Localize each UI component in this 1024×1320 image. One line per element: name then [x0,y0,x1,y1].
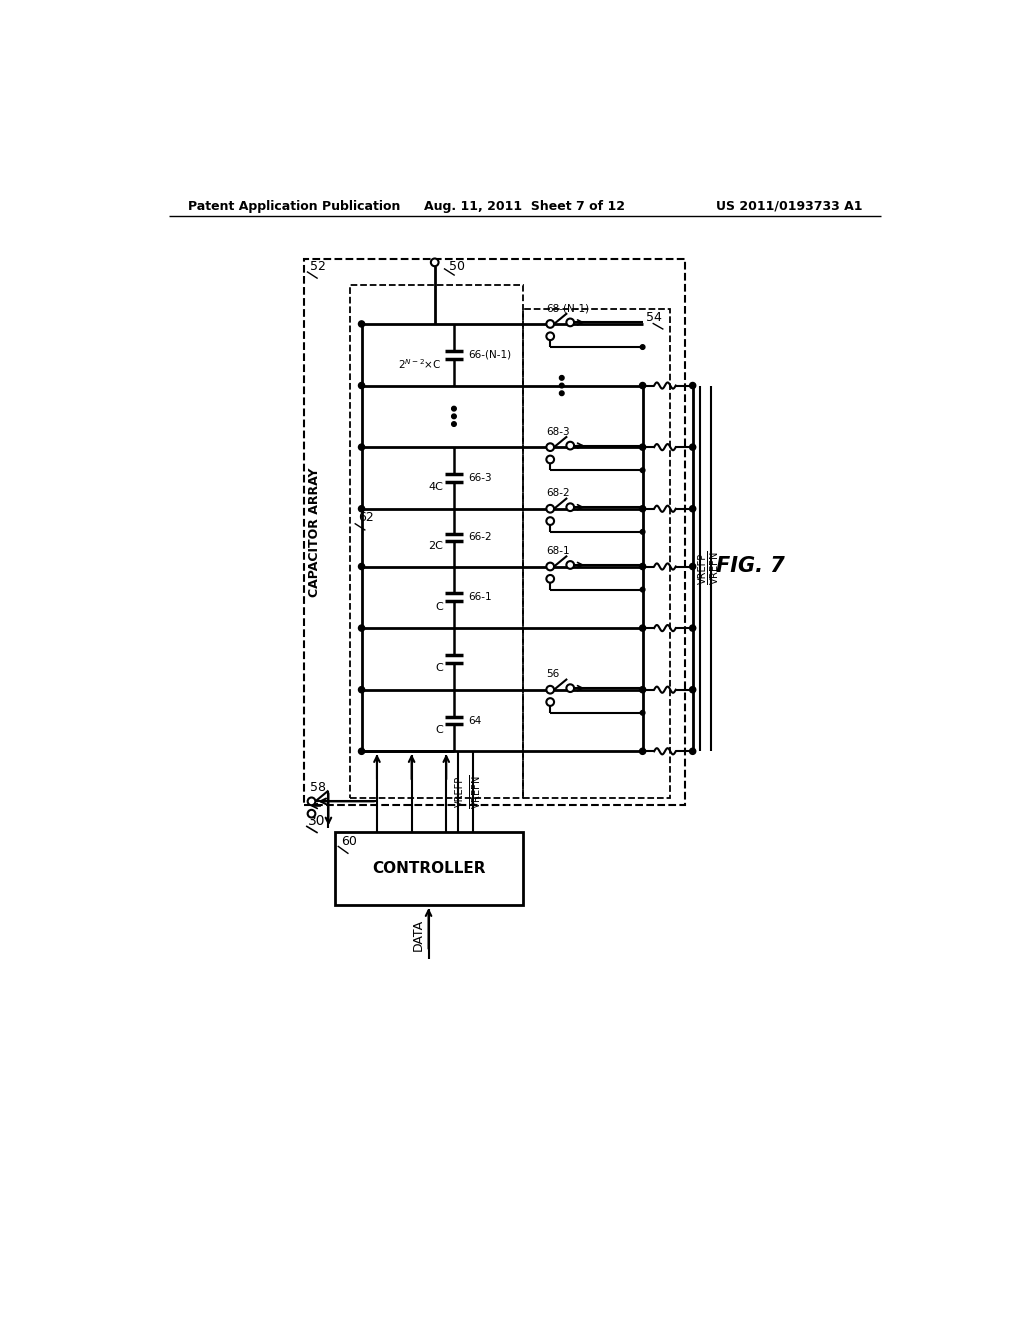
Circle shape [307,797,315,805]
Circle shape [689,506,695,512]
Circle shape [431,259,438,267]
Text: DATA: DATA [412,919,424,950]
Circle shape [689,383,695,388]
Circle shape [566,442,574,450]
Circle shape [358,686,365,693]
Circle shape [640,748,646,755]
Text: 56: 56 [547,669,559,680]
Circle shape [559,376,564,380]
Text: 66-2: 66-2 [468,532,492,543]
Text: CONTROLLER: CONTROLLER [372,861,485,876]
Circle shape [358,564,365,570]
Circle shape [640,626,646,631]
Text: CAPACITOR ARRAY: CAPACITOR ARRAY [308,467,322,597]
Circle shape [640,469,645,473]
Circle shape [547,698,554,706]
Circle shape [452,414,457,418]
Bar [350,285,523,797]
Circle shape [566,684,574,692]
Bar [335,832,523,906]
Circle shape [547,686,554,693]
Bar [523,309,670,797]
Circle shape [358,748,365,755]
Circle shape [358,321,365,327]
Circle shape [452,407,457,411]
Text: 68-3: 68-3 [547,426,570,437]
Text: C: C [435,663,443,673]
Text: 2C: 2C [428,541,443,552]
Circle shape [358,383,365,388]
Circle shape [640,587,645,591]
Circle shape [559,391,564,396]
Text: 68-1: 68-1 [547,546,570,556]
Text: $2^{N-2}$×C: $2^{N-2}$×C [398,358,441,371]
Circle shape [640,444,646,450]
Circle shape [566,503,574,511]
Circle shape [689,444,695,450]
Circle shape [547,455,554,463]
Text: 54: 54 [646,312,662,325]
Text: 64: 64 [468,715,481,726]
Text: 68-(N-1): 68-(N-1) [547,304,590,314]
Text: 4C: 4C [428,482,443,492]
Circle shape [689,626,695,631]
Bar [304,259,685,805]
Text: 60: 60 [341,834,356,847]
Text: 30: 30 [307,813,326,828]
Circle shape [689,686,695,693]
Text: C: C [435,602,443,611]
Text: 58: 58 [310,781,326,795]
Text: Aug. 11, 2011  Sheet 7 of 12: Aug. 11, 2011 Sheet 7 of 12 [424,199,626,213]
Circle shape [640,564,646,570]
Text: 66-(N-1): 66-(N-1) [468,350,511,360]
Text: $\overline{\mathrm{VREFN}}$: $\overline{\mathrm{VREFN}}$ [706,550,721,585]
Text: US 2011/0193733 A1: US 2011/0193733 A1 [716,199,862,213]
Circle shape [547,321,554,327]
Circle shape [547,517,554,525]
Text: VREFP: VREFP [697,552,708,583]
Circle shape [640,383,646,388]
Text: FIG. 7: FIG. 7 [716,557,784,577]
Circle shape [547,576,554,582]
Circle shape [640,686,646,693]
Text: 66-1: 66-1 [468,593,492,602]
Text: Patent Application Publication: Patent Application Publication [188,199,400,213]
Circle shape [640,529,645,535]
Circle shape [547,504,554,512]
Circle shape [307,810,315,817]
Circle shape [566,561,574,569]
Text: $\overline{\mathrm{VREFN}}$: $\overline{\mathrm{VREFN}}$ [468,774,483,809]
Circle shape [452,422,457,426]
Circle shape [547,444,554,451]
Circle shape [640,506,646,512]
Circle shape [689,748,695,755]
Circle shape [640,710,645,715]
Circle shape [358,506,365,512]
Circle shape [358,626,365,631]
Circle shape [559,383,564,388]
Circle shape [566,318,574,326]
Circle shape [358,444,365,450]
Circle shape [547,562,554,570]
Circle shape [640,345,645,350]
Text: VREFP: VREFP [455,776,465,807]
Text: 52: 52 [310,260,326,273]
Circle shape [547,333,554,341]
Text: 68-2: 68-2 [547,488,570,499]
Text: 50: 50 [449,260,465,273]
Text: 62: 62 [357,511,374,524]
Circle shape [689,564,695,570]
Text: 66-3: 66-3 [468,473,492,483]
Text: C: C [435,725,443,735]
